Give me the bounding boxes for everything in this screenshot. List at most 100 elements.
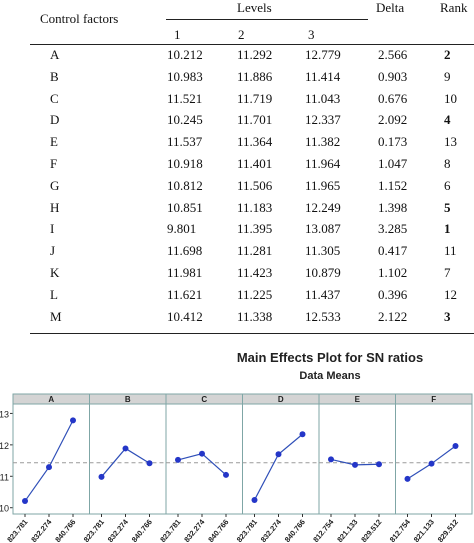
table-cell-l3: 11.414 bbox=[305, 68, 341, 84]
y-tick-label: 10 bbox=[0, 504, 9, 514]
table-cell-rank: 5 bbox=[444, 199, 451, 215]
table-cell-l2: 11.886 bbox=[237, 68, 273, 84]
table-cell-rank: 10 bbox=[444, 90, 457, 106]
table-cell-l3: 11.965 bbox=[305, 177, 341, 193]
x-tick-label: 840.766 bbox=[53, 518, 77, 543]
x-tick-label: 840.766 bbox=[206, 518, 230, 543]
table-cell-l1: 10.245 bbox=[167, 112, 203, 128]
table-cell-delta: 1.398 bbox=[378, 199, 408, 215]
table-cell-l1: 10.918 bbox=[167, 156, 203, 171]
table-cell-delta: 1.102 bbox=[378, 265, 408, 280]
table-cell-l1: 10.983 bbox=[167, 68, 203, 84]
data-point bbox=[376, 461, 382, 468]
table-cell-l1: 11.621 bbox=[167, 286, 203, 302]
y-tick-label: 12 bbox=[0, 441, 9, 451]
table-cell-factor: J bbox=[50, 243, 56, 259]
table-cell-factor: C bbox=[50, 90, 59, 106]
table-cell-l3: 10.879 bbox=[305, 265, 341, 280]
table-cell-l3: 11.043 bbox=[305, 90, 341, 106]
x-tick-label: 840.766 bbox=[130, 518, 154, 543]
x-tick-label: 829.512 bbox=[359, 518, 383, 543]
series-line bbox=[253, 433, 303, 501]
chart-subtitle: Data Means bbox=[299, 370, 361, 382]
table-cell-delta: 1.047 bbox=[378, 156, 408, 171]
x-tick-label: 832.274 bbox=[259, 517, 284, 543]
panel-frame bbox=[89, 403, 167, 515]
table-cell-l3: 11.964 bbox=[305, 156, 341, 171]
data-point bbox=[428, 460, 435, 467]
table-cell-l3: 11.437 bbox=[305, 286, 341, 302]
x-tick-label: 823.781 bbox=[158, 518, 182, 543]
table-cell-delta: 2.092 bbox=[378, 112, 408, 128]
table-cell-factor: M bbox=[50, 308, 62, 324]
table-cell-delta: 3.285 bbox=[378, 221, 408, 237]
table-cell-l1: 9.801 bbox=[167, 221, 197, 237]
table-cell-factor: A bbox=[50, 47, 60, 62]
table-cell-delta: 0.417 bbox=[378, 243, 408, 259]
x-tick-label: 832.274 bbox=[29, 517, 54, 543]
table-cell-l2: 11.225 bbox=[237, 286, 273, 302]
table-cell-l1: 11.537 bbox=[167, 134, 203, 150]
table-cell-l2: 11.395 bbox=[237, 221, 273, 237]
data-point bbox=[46, 464, 52, 471]
table-cell-factor: H bbox=[50, 199, 60, 215]
table-cell-l2: 11.401 bbox=[237, 156, 273, 171]
table-cell-delta: 0.676 bbox=[378, 90, 408, 106]
table-cell-l3: 11.382 bbox=[305, 134, 341, 150]
data-point bbox=[251, 497, 258, 504]
panel-label: F bbox=[431, 395, 436, 404]
table-cell-l2: 11.719 bbox=[237, 90, 273, 106]
table-cell-factor: F bbox=[50, 156, 58, 171]
table-cell-factor: K bbox=[50, 265, 60, 280]
data-point bbox=[404, 475, 411, 482]
table-cell-rank: 7 bbox=[444, 265, 451, 280]
table-cell-rank: 12 bbox=[444, 286, 457, 302]
data-point bbox=[175, 456, 181, 463]
table-cell-l2: 11.338 bbox=[237, 308, 273, 324]
data-point bbox=[452, 442, 459, 449]
table-cell-rank: 1 bbox=[444, 221, 451, 237]
header-levels: Levels bbox=[237, 0, 272, 15]
header-level-1: 1 bbox=[174, 27, 181, 42]
x-tick-label: 821.133 bbox=[335, 518, 359, 543]
header-control-factors: Control factors bbox=[40, 11, 119, 26]
table-cell-delta: 0.396 bbox=[378, 286, 408, 302]
table-cell-l1: 10.412 bbox=[167, 308, 203, 324]
header-level-3: 3 bbox=[308, 27, 315, 42]
table-cell-l3: 12.337 bbox=[305, 112, 341, 128]
y-tick-label: 11 bbox=[0, 472, 9, 482]
table-cell-l2: 11.281 bbox=[237, 243, 273, 259]
table-cell-delta: 0.173 bbox=[378, 134, 408, 150]
x-tick-label: 832.274 bbox=[106, 517, 131, 543]
table-cell-l2: 11.183 bbox=[237, 199, 273, 215]
x-tick-label: 840.766 bbox=[283, 518, 307, 543]
table-cell-l3: 13.087 bbox=[305, 221, 341, 237]
x-tick-label: 812.754 bbox=[311, 517, 336, 543]
chart-title: Main Effects Plot for SN ratios bbox=[236, 350, 424, 365]
x-tick-label: 823.781 bbox=[5, 518, 29, 543]
panel-frame bbox=[395, 403, 473, 515]
table-cell-l3: 12.533 bbox=[305, 308, 341, 324]
table-cell-l2: 11.506 bbox=[237, 177, 273, 193]
panel-label: B bbox=[125, 395, 131, 404]
table-cell-l2: 11.364 bbox=[237, 134, 273, 150]
table-cell-l2: 11.701 bbox=[237, 112, 273, 128]
x-tick-label: 832.274 bbox=[182, 517, 207, 543]
data-point bbox=[122, 445, 129, 452]
table-cell-rank: 2 bbox=[444, 47, 451, 62]
y-tick-label: 13 bbox=[0, 409, 9, 419]
table-cell-rank: 8 bbox=[444, 156, 451, 171]
x-tick-label: 823.781 bbox=[235, 518, 259, 543]
panel-label: E bbox=[355, 395, 361, 404]
header-rule bbox=[30, 44, 474, 45]
panel-label: C bbox=[201, 395, 207, 404]
data-point bbox=[70, 417, 76, 424]
table-cell-l2: 11.292 bbox=[237, 47, 273, 62]
table-cell-rank: 3 bbox=[444, 308, 451, 324]
table-cell-factor: D bbox=[50, 112, 60, 128]
data-point bbox=[22, 498, 28, 505]
bottom-rule bbox=[30, 333, 474, 334]
x-tick-label: 812.754 bbox=[388, 517, 413, 543]
table-cell-rank: 11 bbox=[444, 243, 457, 259]
table-cell-l3: 11.305 bbox=[305, 243, 341, 259]
